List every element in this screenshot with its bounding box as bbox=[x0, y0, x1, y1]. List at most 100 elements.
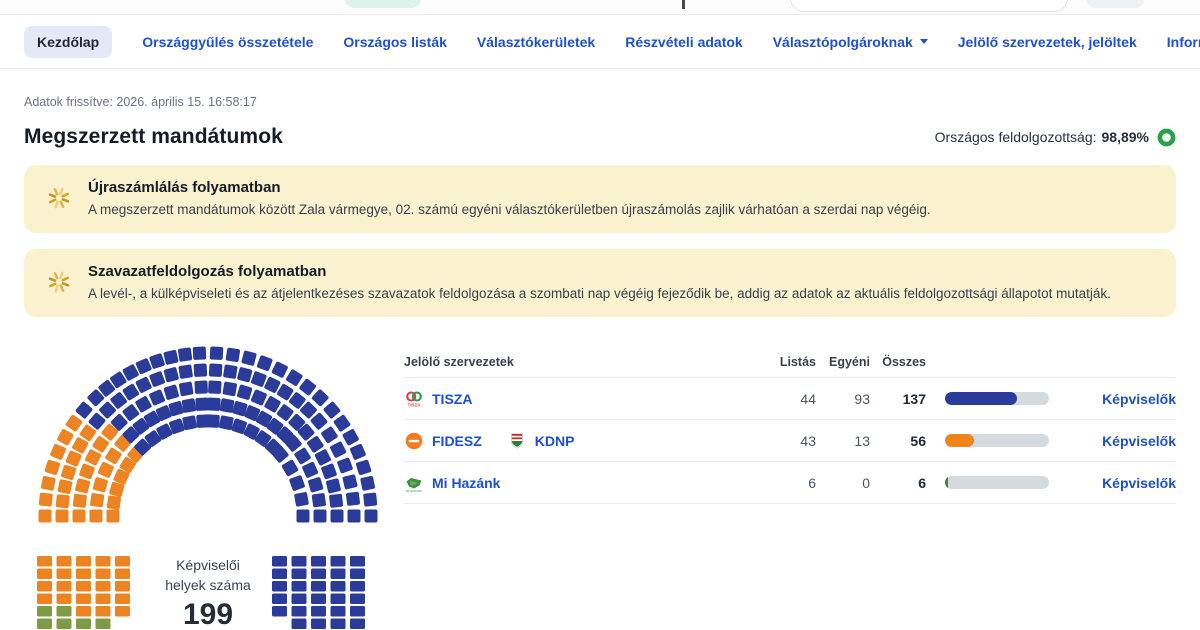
content: Adatok frissítve: 2026. április 15. 16:5… bbox=[0, 95, 1200, 630]
nav-item-választópolgároknak[interactable]: Választópolgároknak bbox=[773, 34, 928, 50]
seat bbox=[254, 430, 272, 448]
alert-body: A megszerzett mandátumok között Zala vár… bbox=[88, 202, 931, 217]
seat bbox=[115, 593, 130, 605]
table-row-tisza: TISZA TISZA 44 93 137 Képviselők bbox=[404, 378, 1176, 421]
seat bbox=[109, 482, 125, 498]
seat bbox=[350, 581, 365, 592]
seat bbox=[294, 492, 309, 507]
nav-item-részvételi-adatok[interactable]: Részvételi adatok bbox=[625, 33, 743, 50]
seat bbox=[291, 568, 307, 580]
seat bbox=[311, 389, 329, 407]
nav-item-választókerületek[interactable]: Választókerületek bbox=[476, 33, 596, 50]
representatives-link[interactable]: Képviselők bbox=[1102, 474, 1176, 491]
processing-status: Országos feldolgozottság: 98,89% bbox=[935, 128, 1176, 147]
seat bbox=[132, 418, 150, 436]
seat bbox=[271, 362, 288, 379]
seat bbox=[194, 380, 208, 395]
representatives-link[interactable]: Képviselők bbox=[1102, 390, 1176, 407]
seat bbox=[110, 372, 127, 389]
representatives-link[interactable]: Képviselők bbox=[1102, 432, 1176, 449]
seat bbox=[330, 593, 346, 605]
seat bbox=[97, 462, 114, 479]
seat bbox=[56, 556, 72, 567]
seat bbox=[364, 509, 378, 523]
tisza-logo-icon: TISZA bbox=[404, 389, 424, 409]
title-row: Megszerzett mandátumok Országos feldolgo… bbox=[24, 125, 1176, 149]
main-nav: Kezdőlap Országgyűlés összetétele Országos… bbox=[0, 15, 1200, 69]
seat bbox=[76, 556, 91, 567]
nav-item-jelölő-szervezetek-jelöltek[interactable]: Jelölő szervezetek, jelöltek bbox=[957, 33, 1137, 50]
representatives-cell: Képviselők bbox=[1050, 475, 1176, 491]
alert-recount: Újraszámlálás folyamatban A megszerzett … bbox=[24, 165, 1176, 234]
party-link-tisza[interactable]: TISZA bbox=[432, 390, 473, 407]
total-seats: 137 bbox=[902, 390, 926, 407]
seat bbox=[37, 581, 52, 592]
nav-item-kezdőlap[interactable]: Kezdőlap bbox=[24, 25, 113, 58]
nav-item-információk[interactable]: Információk bbox=[1166, 33, 1200, 50]
nav-item-országos-listák[interactable]: Országos listák bbox=[343, 33, 447, 50]
party-link-mi-hazánk[interactable]: Mi Hazánk bbox=[432, 474, 501, 491]
seat bbox=[122, 364, 139, 382]
individual-seats: 93 bbox=[854, 390, 870, 407]
seat bbox=[98, 380, 116, 398]
party-link-fidesz[interactable]: FIDESZ bbox=[432, 432, 482, 449]
seat bbox=[55, 494, 70, 509]
seat bbox=[37, 618, 52, 630]
seat bbox=[300, 402, 317, 419]
seat bbox=[207, 397, 221, 412]
processing-value: 98,89% bbox=[1101, 129, 1149, 145]
seat bbox=[311, 556, 326, 567]
seat bbox=[76, 618, 91, 630]
seat bbox=[178, 365, 193, 380]
seat bbox=[272, 568, 287, 580]
party-link-kdnp[interactable]: KDNP bbox=[534, 432, 575, 449]
seat bbox=[330, 618, 346, 630]
chevron-down-icon bbox=[919, 39, 928, 48]
party-tisza: TISZA TISZA bbox=[404, 389, 472, 409]
seat bbox=[89, 509, 103, 523]
bar-fill bbox=[945, 392, 1017, 406]
seat bbox=[294, 448, 311, 465]
seat bbox=[134, 439, 151, 456]
header-button-fragment[interactable] bbox=[1086, 0, 1144, 8]
seat bbox=[266, 418, 284, 436]
seat bbox=[169, 419, 185, 435]
seat bbox=[311, 618, 326, 630]
seat bbox=[79, 464, 95, 480]
seat bbox=[325, 478, 341, 494]
seat bbox=[135, 396, 152, 413]
seat bbox=[149, 353, 165, 370]
seat bbox=[243, 423, 260, 441]
seat bbox=[347, 509, 361, 523]
seat bbox=[119, 457, 137, 474]
seat bbox=[330, 556, 346, 567]
list-seats: 6 bbox=[808, 474, 816, 491]
nav-item-országgyűlés-összetétele[interactable]: Országgyűlés összetétele bbox=[142, 33, 314, 50]
alert-title: Újraszámlálás folyamatban bbox=[88, 179, 281, 196]
seat bbox=[271, 446, 289, 464]
table-header-row: Jelölő szervezetek Listás Egyéni Összes bbox=[404, 347, 1176, 379]
seat bbox=[250, 390, 267, 406]
search-input[interactable] bbox=[790, 0, 1068, 12]
seat bbox=[251, 371, 267, 388]
seat bbox=[350, 618, 365, 630]
seat bbox=[163, 367, 179, 383]
seat bbox=[244, 405, 261, 422]
seat bbox=[60, 465, 77, 481]
seat bbox=[308, 477, 324, 493]
representatives-cell: Képviselők bbox=[1050, 391, 1176, 407]
seat bbox=[237, 385, 253, 401]
page-title: Megszerzett mandátumok bbox=[24, 125, 283, 148]
seat bbox=[272, 593, 287, 605]
seat bbox=[291, 556, 307, 567]
seat bbox=[291, 606, 307, 617]
seat bbox=[231, 419, 247, 435]
seat bbox=[307, 436, 324, 453]
alert-title: Szavazatfeldolgozás folyamatban bbox=[88, 263, 327, 281]
processing-label: Országos feldolgozottság: bbox=[934, 129, 1097, 145]
seat bbox=[219, 415, 234, 431]
seat bbox=[342, 429, 359, 446]
representatives-cell: Képviselők bbox=[1050, 433, 1176, 449]
seat bbox=[337, 458, 353, 474]
top-header-cropped bbox=[0, 0, 1200, 15]
